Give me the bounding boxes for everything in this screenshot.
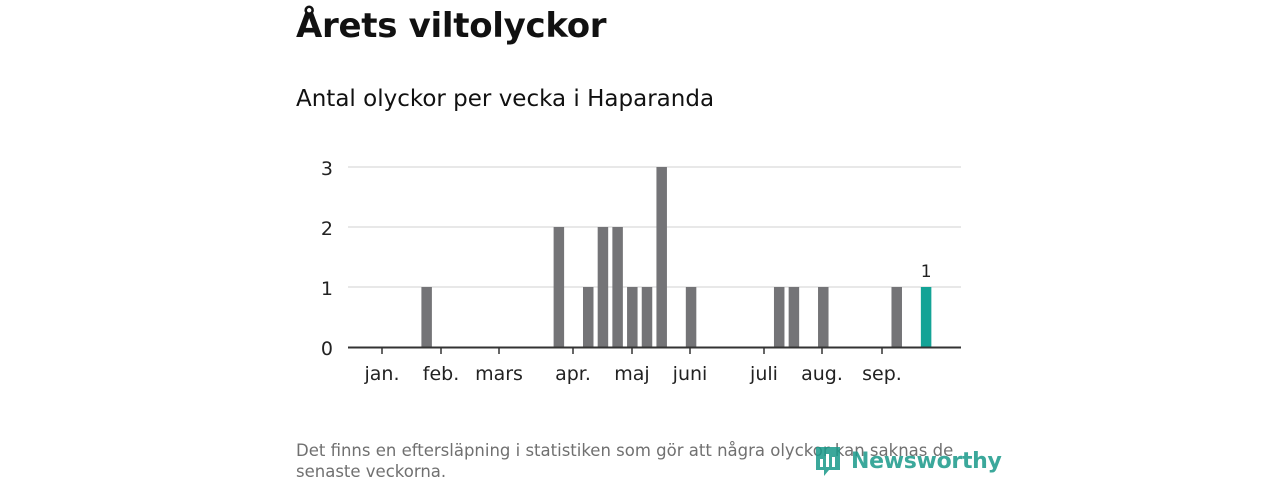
bar-highlight bbox=[920, 287, 932, 347]
bar bbox=[788, 287, 800, 347]
bar bbox=[818, 287, 829, 347]
bar bbox=[421, 287, 432, 347]
newsworthy-logo-icon bbox=[816, 447, 840, 476]
x-tick-label: aug. bbox=[801, 363, 843, 385]
y-tick-label: 3 bbox=[321, 158, 333, 180]
x-tick-label: sep. bbox=[862, 363, 902, 385]
x-tick-label: mars bbox=[475, 363, 523, 385]
bar bbox=[773, 287, 785, 347]
x-tick-label: apr. bbox=[555, 363, 591, 385]
data-label: 1 bbox=[921, 262, 932, 282]
x-tick-label: feb. bbox=[423, 363, 459, 385]
y-tick-label: 2 bbox=[321, 218, 333, 240]
x-tick-label: juni bbox=[672, 363, 708, 385]
bar bbox=[685, 287, 697, 347]
logo-text: Newsworthy bbox=[851, 448, 1002, 474]
bar bbox=[891, 287, 902, 347]
x-tick-label: jan. bbox=[363, 363, 399, 385]
x-tick-label: juli bbox=[749, 363, 778, 385]
newsworthy-logo: Newsworthy bbox=[813, 444, 1002, 478]
bar bbox=[641, 287, 653, 347]
footnote: Det finns en eftersläpning i statistiken… bbox=[296, 441, 954, 481]
bar bbox=[553, 227, 565, 347]
y-tick-label: 1 bbox=[321, 278, 333, 300]
bar bbox=[612, 227, 623, 347]
page-title: Årets viltolyckor bbox=[296, 6, 607, 46]
bar bbox=[656, 167, 667, 347]
chart-subtitle: Antal olyckor per vecka i Haparanda bbox=[296, 86, 715, 112]
bar bbox=[597, 227, 609, 347]
y-tick-label: 0 bbox=[321, 338, 333, 360]
x-tick-label: maj bbox=[614, 363, 649, 385]
bar-chart: 0 1 2 3 1 jan. feb. mars apr. maj juni juli aug. sep. bbox=[321, 158, 961, 385]
bar bbox=[627, 287, 638, 347]
bar bbox=[582, 287, 594, 347]
